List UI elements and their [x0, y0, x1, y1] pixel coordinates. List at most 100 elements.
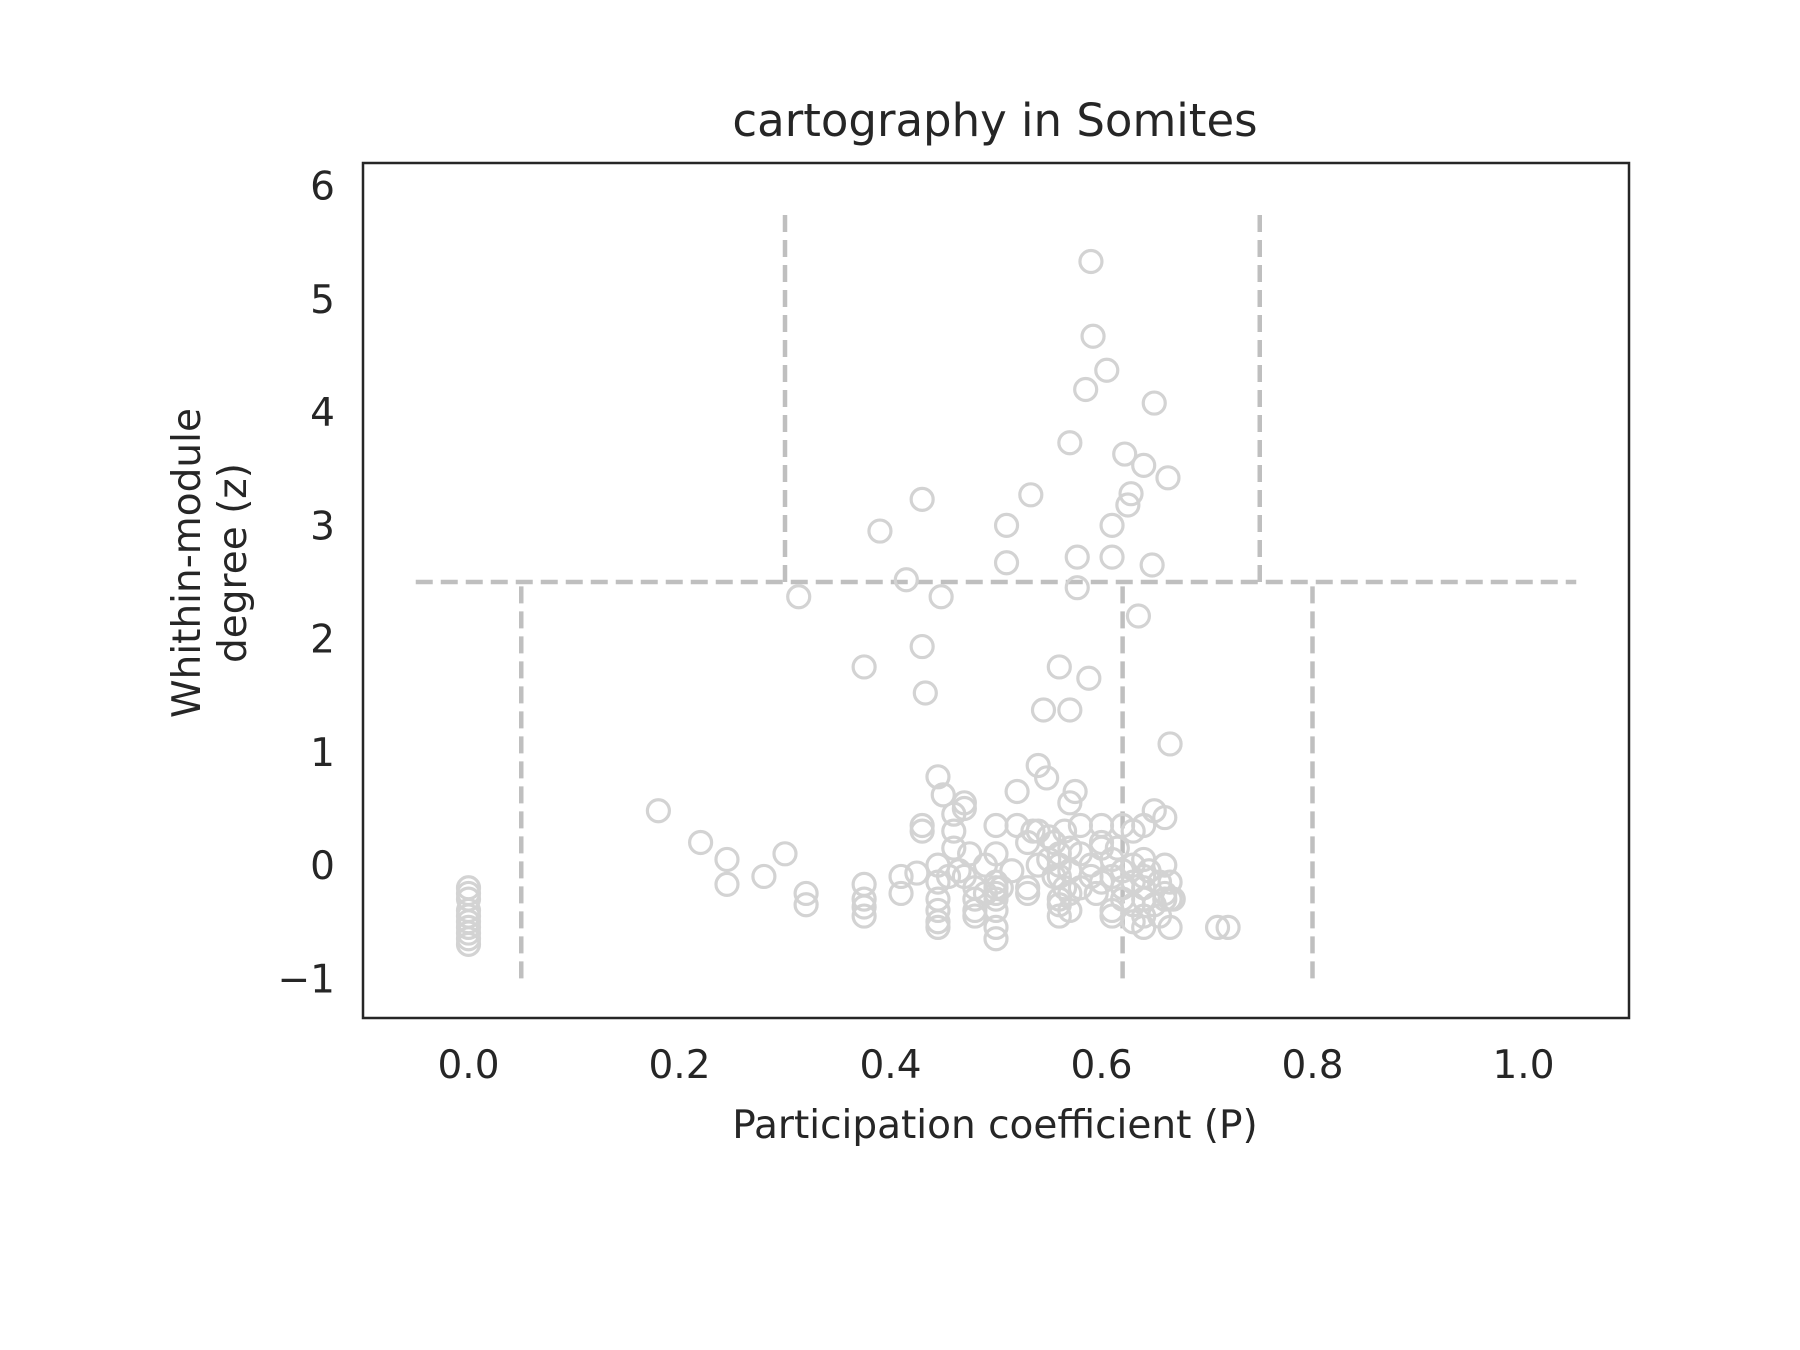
data-point: [867, 518, 893, 544]
y-axis-ticks: −1 0 1 2 3 4 5 6: [278, 165, 336, 1003]
data-point: [1057, 790, 1083, 816]
data-point: [1051, 818, 1078, 844]
data-point: [1051, 875, 1078, 901]
data-point: [786, 584, 812, 610]
data-point: [983, 886, 1009, 912]
y-axis-label-line-1: Whithin-module: [165, 408, 210, 718]
y-tick-label: 1: [310, 731, 335, 776]
data-point: [1204, 914, 1231, 941]
data-point: [687, 829, 714, 856]
data-point: [1094, 357, 1120, 383]
data-point: [1157, 914, 1183, 941]
data-point: [909, 633, 935, 660]
data-point: [1152, 804, 1178, 831]
data-point: [1064, 575, 1090, 601]
data-point: [1125, 603, 1152, 629]
data-point: [851, 886, 877, 912]
data-point: [1139, 552, 1165, 578]
data-point: [645, 798, 672, 824]
data-point: [1152, 852, 1178, 878]
data-point: [1099, 512, 1125, 538]
data-point: [1160, 886, 1186, 912]
data-point: [904, 860, 930, 886]
data-point: [1157, 869, 1183, 895]
data-point: [999, 858, 1025, 884]
data-point: [1057, 430, 1083, 456]
x-tick-label: 1.0: [1492, 1043, 1554, 1088]
data-point: [993, 512, 1020, 538]
data-point: [925, 764, 951, 790]
data-point: [1076, 665, 1102, 691]
data-point: [1018, 482, 1044, 508]
y-tick-label: 3: [310, 504, 335, 549]
data-point: [793, 892, 819, 918]
x-axis-ticks: 0.0 0.2 0.4 0.6 0.8 1.0: [437, 1043, 1554, 1088]
data-point: [1083, 880, 1109, 907]
data-point: [455, 931, 482, 957]
y-tick-label: 5: [310, 278, 335, 323]
data-point: [1115, 492, 1141, 518]
data-point: [909, 812, 935, 839]
x-tick-label: 0.6: [1070, 1043, 1132, 1088]
data-point: [772, 841, 798, 867]
data-point: [793, 880, 819, 907]
data-point: [1078, 248, 1104, 275]
data-point: [1057, 897, 1083, 924]
data-point: [1034, 765, 1060, 791]
data-point: [925, 914, 951, 941]
data-point: [983, 926, 1009, 952]
y-tick-label: 4: [310, 391, 335, 436]
chart-title: cartography in Somites: [732, 94, 1257, 147]
data-point: [1073, 376, 1099, 403]
data-point: [1141, 390, 1167, 416]
x-tick-label: 0.8: [1281, 1043, 1343, 1088]
data-point: [1025, 752, 1051, 779]
data-point: [983, 914, 1009, 941]
data-point: [1118, 481, 1144, 507]
data-point: [928, 584, 954, 610]
y-tick-label: 0: [310, 844, 335, 889]
y-tick-label: 2: [310, 618, 335, 663]
data-point: [851, 654, 877, 680]
y-tick-label: 6: [310, 165, 335, 210]
data-point: [751, 863, 777, 890]
data-point: [1062, 778, 1088, 805]
data-point: [714, 871, 740, 897]
data-points: [455, 248, 1241, 957]
data-point: [1057, 697, 1083, 723]
y-axis-label-line-2: degree (z): [211, 463, 256, 663]
data-point: [993, 550, 1020, 576]
data-point: [851, 894, 877, 920]
data-point: [1046, 654, 1072, 680]
plot-frame: [361, 161, 1631, 1020]
data-point: [893, 567, 919, 593]
data-point: [714, 846, 740, 873]
data-point: [941, 818, 967, 844]
data-point: [1157, 731, 1183, 757]
data-point: [912, 680, 938, 706]
x-tick-label: 0.4: [859, 1043, 921, 1088]
data-point: [1131, 452, 1157, 478]
data-point: [1215, 914, 1241, 941]
y-tick-label: −1: [278, 957, 336, 1002]
data-point: [851, 903, 877, 929]
data-point: [1155, 465, 1181, 491]
data-point: [941, 835, 967, 861]
data-point: [925, 897, 951, 924]
data-point: [888, 863, 914, 890]
data-point: [983, 897, 1009, 924]
data-point: [1099, 544, 1125, 570]
data-point: [1004, 778, 1030, 805]
x-axis-label: Participation coefficient (P): [732, 1103, 1258, 1148]
data-point: [1112, 441, 1138, 467]
data-point: [1030, 697, 1057, 723]
data-point: [930, 782, 956, 808]
data-point: [1104, 835, 1130, 861]
data-point: [983, 812, 1009, 839]
data-point: [1015, 880, 1041, 907]
data-point: [983, 841, 1009, 867]
data-point: [1080, 323, 1106, 349]
data-point: [888, 880, 914, 907]
data-point: [1064, 544, 1090, 570]
